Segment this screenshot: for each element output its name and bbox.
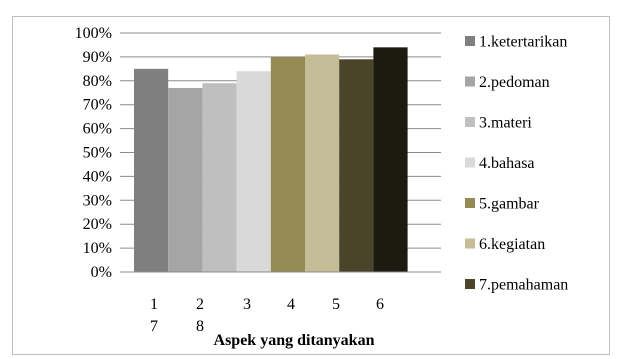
x-axis-tick-labels: 1 2 3 4 5 6 7 8 xyxy=(150,296,384,335)
legend: 1.ketertarikan 2.pedoman 3.materi 4.bahasa 5… xyxy=(465,34,568,294)
y-tick-label: 80% xyxy=(83,73,112,90)
bar-5 xyxy=(270,56,305,273)
y-tick-label: 10% xyxy=(83,240,112,257)
legend-label: 2.pedoman xyxy=(479,74,550,91)
legend-swatch xyxy=(465,76,475,87)
legend-swatch xyxy=(465,238,475,249)
legend-label: 1.ketertarikan xyxy=(479,34,567,51)
y-tick-label: 0% xyxy=(91,264,112,281)
bar-chart: 0% 10% 20% 30% 40% 50% 60% 70% 80% 90% 100% 1 2 3 4 5 6… xyxy=(75,25,569,349)
y-tick-label: 30% xyxy=(83,192,112,209)
x-tick-label: 5 xyxy=(332,296,340,313)
bars xyxy=(134,47,408,273)
legend-swatch xyxy=(465,198,475,208)
legend-label: 7.pemahaman xyxy=(479,277,568,294)
legend-label: 5.gambar xyxy=(479,196,540,213)
legend-swatch xyxy=(465,279,475,289)
bar-1 xyxy=(134,68,169,272)
x-axis-title: Aspek yang ditanyakan xyxy=(214,332,375,349)
bar-4 xyxy=(236,71,271,272)
x-tick-label: 1 xyxy=(150,296,158,313)
y-tick-label: 20% xyxy=(83,216,112,233)
x-tick-label: 4 xyxy=(287,296,295,313)
y-tick-label: 40% xyxy=(83,168,112,185)
x-tick-label: 3 xyxy=(243,296,251,313)
x-tick-label: 7 xyxy=(150,318,158,335)
y-tick-label: 90% xyxy=(83,49,112,66)
y-tick-label: 50% xyxy=(83,145,112,162)
bar-6 xyxy=(305,54,340,273)
legend-swatch xyxy=(465,36,475,46)
legend-label: 6.kegiatan xyxy=(479,236,545,253)
legend-label: 4.bahasa xyxy=(479,155,535,172)
x-tick-label: 6 xyxy=(376,296,384,313)
bar-7 xyxy=(339,59,374,272)
bar-3 xyxy=(202,83,237,272)
y-tick-label: 70% xyxy=(83,97,112,114)
x-tick-label: 2 xyxy=(196,296,204,313)
y-tick-label: 60% xyxy=(83,121,112,138)
legend-swatch xyxy=(465,117,475,127)
y-tick-label: 100% xyxy=(75,25,112,42)
legend-swatch xyxy=(465,157,475,168)
x-tick-label: 8 xyxy=(196,318,204,335)
chart-frame: 0% 10% 20% 30% 40% 50% 60% 70% 80% 90% 100% 1 2 3 4 5 6… xyxy=(12,16,610,355)
y-axis-tick-labels: 0% 10% 20% 30% 40% 50% 60% 70% 80% 90% 100% xyxy=(75,25,112,281)
bar-8 xyxy=(373,47,408,273)
bar-2 xyxy=(168,87,203,272)
legend-label: 3.materi xyxy=(479,115,532,132)
